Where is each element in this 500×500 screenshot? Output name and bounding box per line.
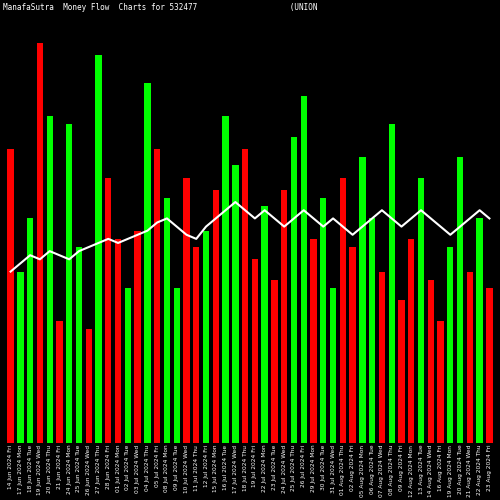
Text: ManafaSutra  Money Flow  Charts for 532477                    (UNION            : ManafaSutra Money Flow Charts for 532477… [3, 3, 500, 12]
Bar [76, 247, 82, 444]
Bar [291, 136, 297, 444]
Bar [222, 116, 228, 444]
Bar [378, 272, 385, 444]
Bar [27, 218, 34, 444]
Bar [340, 178, 346, 444]
Bar [134, 230, 141, 444]
Bar [262, 206, 268, 444]
Bar [466, 272, 473, 444]
Bar [398, 300, 404, 444]
Bar [212, 190, 219, 444]
Bar [388, 124, 395, 444]
Bar [232, 166, 238, 444]
Bar [320, 198, 326, 444]
Bar [36, 42, 43, 444]
Bar [300, 96, 307, 444]
Bar [144, 84, 150, 444]
Bar [242, 149, 248, 444]
Bar [476, 218, 483, 444]
Bar [486, 288, 492, 444]
Bar [193, 247, 200, 444]
Bar [252, 260, 258, 444]
Bar [359, 157, 366, 444]
Bar [115, 239, 121, 444]
Bar [66, 124, 72, 444]
Bar [272, 280, 278, 444]
Bar [408, 239, 414, 444]
Bar [154, 149, 160, 444]
Bar [369, 218, 376, 444]
Bar [86, 329, 92, 444]
Bar [8, 149, 14, 444]
Bar [428, 280, 434, 444]
Bar [281, 190, 287, 444]
Bar [330, 288, 336, 444]
Bar [56, 320, 62, 444]
Bar [203, 230, 209, 444]
Bar [174, 288, 180, 444]
Bar [46, 116, 53, 444]
Bar [418, 178, 424, 444]
Bar [17, 272, 24, 444]
Bar [350, 247, 356, 444]
Bar [105, 178, 112, 444]
Bar [310, 239, 316, 444]
Bar [457, 157, 464, 444]
Bar [447, 247, 454, 444]
Bar [438, 320, 444, 444]
Bar [164, 198, 170, 444]
Bar [124, 288, 131, 444]
Bar [184, 178, 190, 444]
Bar [96, 55, 102, 444]
